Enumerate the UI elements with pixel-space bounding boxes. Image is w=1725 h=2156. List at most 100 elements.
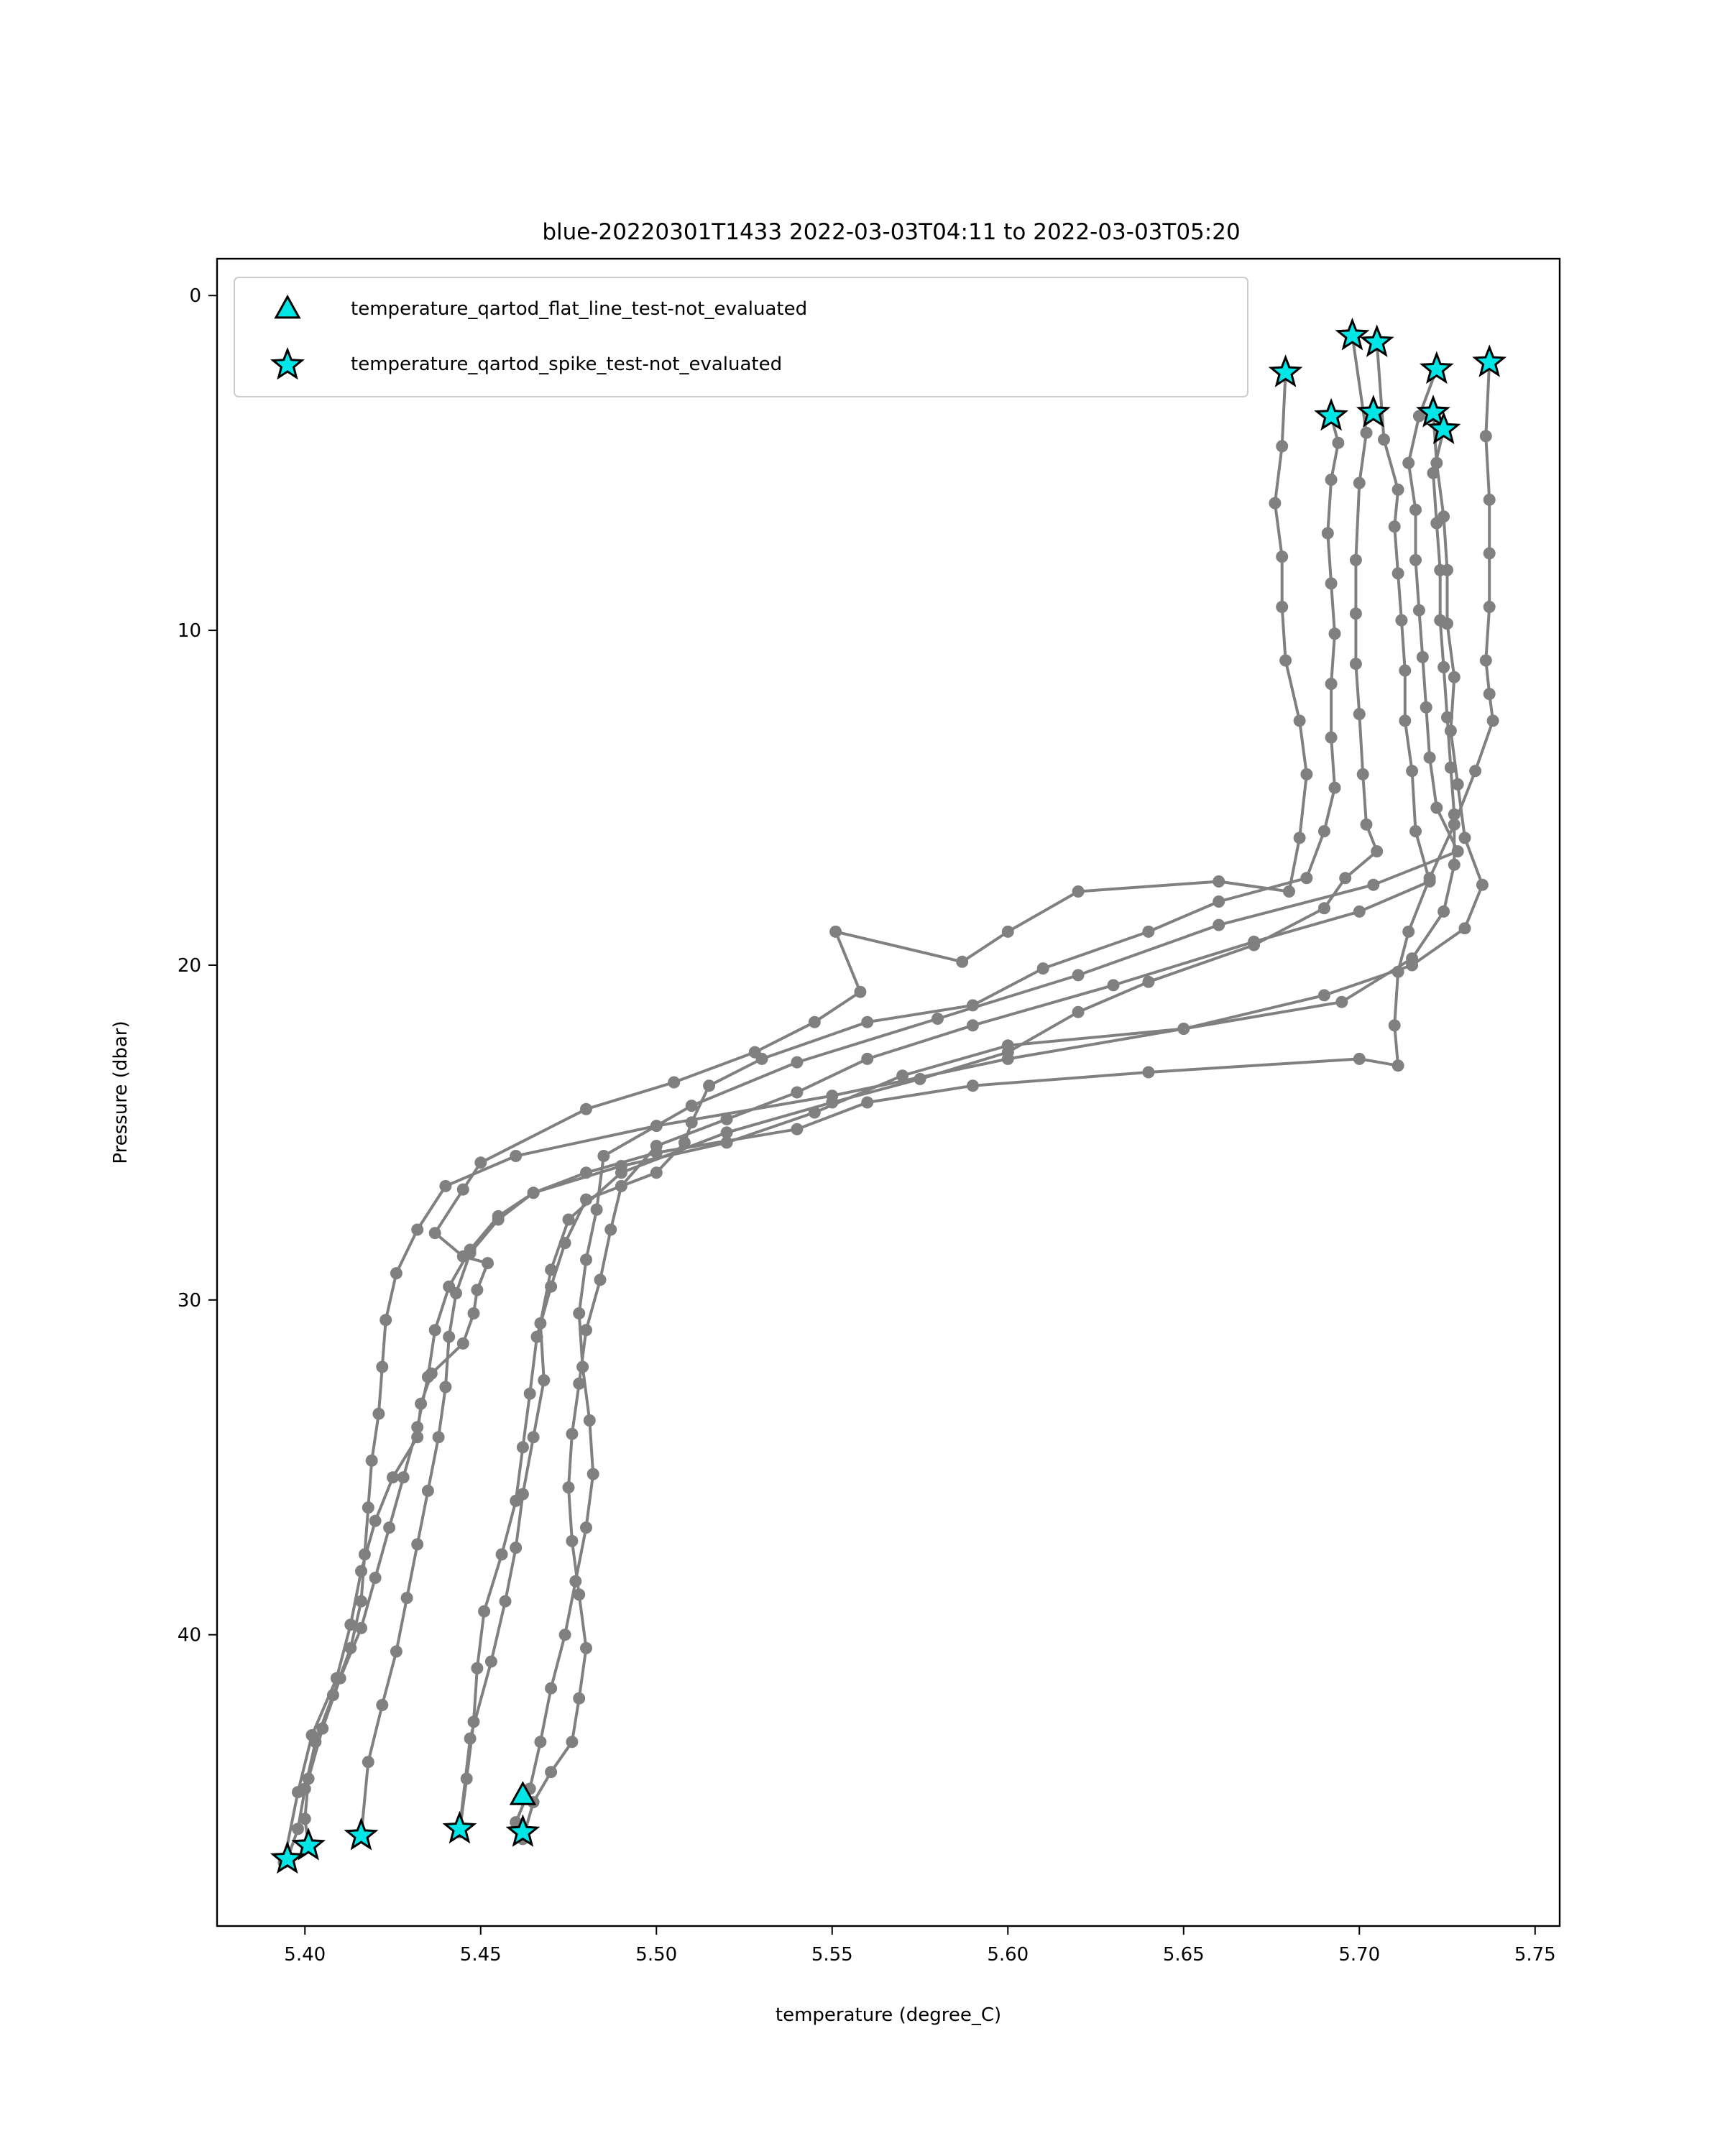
data-point	[558, 1628, 571, 1641]
data-point	[896, 1069, 909, 1082]
y-tick-label: 10	[178, 620, 201, 642]
data-point	[397, 1471, 410, 1484]
data-point	[510, 1150, 523, 1162]
data-point	[1483, 688, 1496, 701]
data-point	[1399, 664, 1412, 677]
data-point	[527, 1187, 540, 1199]
data-point	[586, 1468, 599, 1480]
spike-star-marker	[344, 1818, 379, 1851]
data-point	[573, 1588, 586, 1601]
data-point	[1360, 426, 1373, 439]
data-point	[326, 1689, 339, 1702]
data-point	[573, 1377, 586, 1390]
data-point	[573, 1692, 586, 1705]
data-point	[1248, 935, 1261, 948]
data-point	[720, 1112, 733, 1125]
data-point	[580, 1641, 592, 1654]
data-point	[484, 1655, 497, 1668]
data-point	[545, 1682, 558, 1695]
data-point	[1353, 708, 1366, 721]
data-point	[650, 1120, 663, 1133]
data-point	[562, 1213, 575, 1226]
data-point	[829, 925, 842, 938]
data-point	[720, 1126, 733, 1139]
data-point	[443, 1280, 456, 1293]
legend-frame	[234, 277, 1248, 397]
data-point	[1325, 474, 1338, 486]
data-point	[1448, 858, 1460, 871]
data-point	[538, 1374, 551, 1387]
data-point	[495, 1548, 508, 1561]
data-point	[545, 1766, 558, 1779]
data-point	[615, 1179, 627, 1192]
data-point	[369, 1514, 382, 1527]
x-tick-label: 5.75	[1514, 1944, 1556, 1966]
data-point	[1392, 567, 1404, 580]
data-point	[1360, 818, 1373, 831]
data-point	[1438, 905, 1450, 918]
data-point	[1409, 553, 1422, 566]
legend: temperature_qartod_flat_line_test-not_ev…	[234, 277, 1248, 397]
data-point	[1423, 872, 1436, 885]
data-point	[1451, 778, 1464, 791]
data-point	[432, 1431, 445, 1444]
x-tick-label: 5.65	[1163, 1944, 1205, 1966]
data-point	[1317, 989, 1330, 1002]
data-point	[456, 1183, 469, 1196]
data-point	[387, 1471, 399, 1484]
data-point	[1441, 563, 1453, 576]
data-point	[534, 1317, 547, 1330]
data-point	[1142, 925, 1155, 938]
data-point	[650, 1166, 663, 1179]
data-point	[1353, 476, 1366, 489]
data-point	[597, 1150, 610, 1162]
data-point	[808, 1106, 821, 1119]
data-point	[372, 1407, 385, 1420]
data-point	[355, 1621, 367, 1634]
data-point	[355, 1595, 367, 1608]
data-point	[478, 1605, 491, 1618]
data-point	[1469, 765, 1482, 778]
data-point	[604, 1223, 617, 1236]
data-point	[464, 1732, 477, 1745]
data-point	[1378, 433, 1390, 446]
data-point	[411, 1223, 424, 1236]
data-point	[439, 1381, 452, 1393]
data-point	[791, 1086, 804, 1099]
data-point	[1402, 456, 1415, 469]
data-point	[298, 1812, 311, 1825]
data-point	[1438, 660, 1450, 673]
x-tick-label: 5.55	[811, 1944, 853, 1966]
x-axis-label: temperature (degree_C)	[776, 2004, 1001, 2026]
data-point	[1448, 671, 1460, 683]
data-point	[1325, 678, 1338, 691]
x-tick-label: 5.50	[635, 1944, 677, 1966]
data-point	[1444, 724, 1457, 737]
data-point	[428, 1227, 441, 1240]
data-point	[1430, 801, 1443, 814]
profile-line-8	[285, 413, 1484, 1860]
data-point	[1142, 975, 1155, 988]
data-point	[1483, 493, 1496, 506]
data-point	[358, 1548, 371, 1561]
data-point	[309, 1736, 322, 1749]
star-icon	[270, 346, 305, 380]
data-point	[1213, 918, 1225, 931]
data-point	[1001, 925, 1014, 938]
data-point	[411, 1538, 424, 1551]
data-point	[1476, 878, 1489, 891]
data-point	[1392, 1059, 1404, 1072]
data-point	[482, 1257, 494, 1270]
y-axis-label: Pressure (dbar)	[110, 1021, 132, 1164]
data-point	[474, 1156, 487, 1169]
data-point	[471, 1284, 484, 1296]
data-point	[1276, 550, 1289, 563]
data-point	[292, 1823, 304, 1835]
x-tick-label: 5.45	[460, 1944, 502, 1966]
data-point	[1317, 825, 1330, 838]
profile-line-4	[521, 342, 1432, 1840]
data-point	[1353, 905, 1366, 918]
data-point	[534, 1736, 547, 1749]
data-point	[492, 1210, 505, 1222]
data-point	[344, 1618, 357, 1631]
